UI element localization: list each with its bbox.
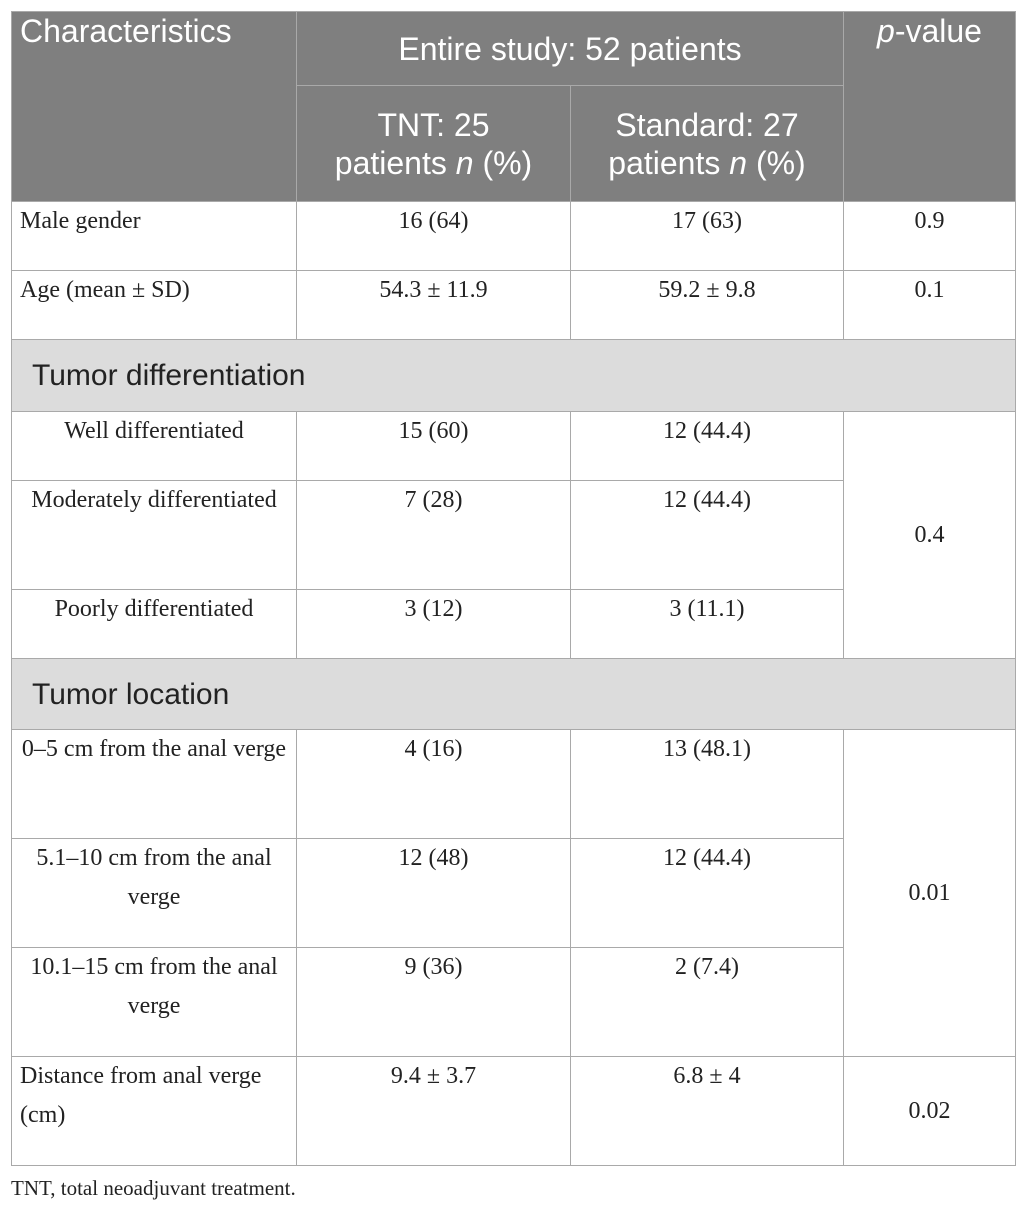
section-title: Tumor differentiation	[11, 339, 1016, 412]
header-tnt-line2-post: (%)	[473, 144, 533, 181]
table-row: Well differentiated 15 (60) 12 (44.4) 0.…	[11, 411, 1016, 659]
table-row: Age (mean ± SD) 54.3 ± 11.9 59.2 ± 9.8 0…	[11, 270, 1016, 340]
table-row: 0–5 cm from the anal verge 4 (16) 13 (48…	[11, 729, 1016, 1057]
tnt-value: 54.3 ± 11.9	[296, 270, 571, 340]
section-title: Tumor location	[11, 658, 1016, 730]
header-characteristics: Characteristics	[11, 11, 297, 202]
header-std-line1: Standard: 27	[615, 106, 799, 143]
p-value: 0.4	[843, 411, 1016, 659]
p-value: 0.9	[843, 201, 1016, 271]
header-p-value: p-value	[843, 11, 1016, 202]
tnt-value: 16 (64)	[296, 201, 571, 271]
header-entire-study: Entire study: 52 patients	[296, 11, 844, 86]
standard-value: 12 (44.4)	[570, 480, 844, 590]
row-label: 10.1–15 cm from the anal verge	[11, 947, 297, 1057]
tnt-value: 4 (16)	[296, 729, 571, 839]
tnt-value: 9.4 ± 3.7	[296, 1056, 571, 1166]
p-value: 0.1	[843, 270, 1016, 340]
table-row: 5.1–10 cm from the anal verge 12 (48) 12…	[11, 838, 1016, 948]
tnt-value: 9 (36)	[296, 947, 571, 1057]
standard-value: 3 (11.1)	[570, 589, 844, 659]
standard-value: 2 (7.4)	[570, 947, 844, 1057]
row-label: Well differentiated	[11, 411, 297, 481]
row-label: Moderately differentiated	[11, 480, 297, 590]
table-row: Male gender 16 (64) 17 (63) 0.9	[11, 201, 1016, 271]
row-label: Male gender	[11, 201, 297, 271]
tnt-value: 3 (12)	[296, 589, 571, 659]
row-label: Poorly differentiated	[11, 589, 297, 659]
header-standard: Standard: 27 patients n (%)	[570, 85, 844, 202]
header-tnt-line2-pre: patients	[334, 144, 456, 181]
header-std-line2-post: (%)	[747, 144, 806, 181]
tnt-value: 7 (28)	[296, 480, 571, 590]
standard-value: 6.8 ± 4	[570, 1056, 844, 1166]
tnt-value: 15 (60)	[296, 411, 571, 481]
p-value: 0.02	[843, 1056, 1016, 1166]
baseline-characteristics-table: Characteristics Entire study: 52 patient…	[11, 11, 1016, 1166]
header-tnt: TNT: 25 patients n (%)	[296, 85, 571, 202]
standard-value: 13 (48.1)	[570, 729, 844, 839]
standard-value: 12 (44.4)	[570, 411, 844, 481]
row-label: Age (mean ± SD)	[11, 270, 297, 340]
table-footnote: TNT, total neoadjuvant treatment.	[11, 1176, 296, 1200]
header-tnt-line1: TNT: 25	[377, 106, 490, 143]
row-label: 0–5 cm from the anal verge	[11, 729, 297, 839]
tnt-value: 12 (48)	[296, 838, 571, 948]
standard-value: 12 (44.4)	[570, 838, 844, 948]
p-value: 0.01	[843, 729, 1016, 1057]
header-p-rest: -value	[894, 13, 982, 49]
table-row: Distance from anal verge (cm) 9.4 ± 3.7 …	[11, 1056, 1016, 1166]
row-label: 5.1–10 cm from the anal verge	[11, 838, 297, 948]
table-row: 10.1–15 cm from the anal verge 9 (36) 2 …	[11, 947, 1016, 1057]
standard-value: 17 (63)	[570, 201, 844, 271]
header-p-italic: p	[877, 13, 895, 49]
table-row: Moderately differentiated 7 (28) 12 (44.…	[11, 480, 1016, 590]
row-label: Distance from anal verge (cm)	[11, 1056, 297, 1166]
header-std-line2-pre: patients	[608, 144, 730, 181]
header-tnt-n: n	[455, 144, 474, 181]
header-std-n: n	[729, 144, 748, 181]
section-row: Tumor location	[11, 658, 1016, 730]
standard-value: 59.2 ± 9.8	[570, 270, 844, 340]
section-row: Tumor differentiation	[11, 339, 1016, 412]
